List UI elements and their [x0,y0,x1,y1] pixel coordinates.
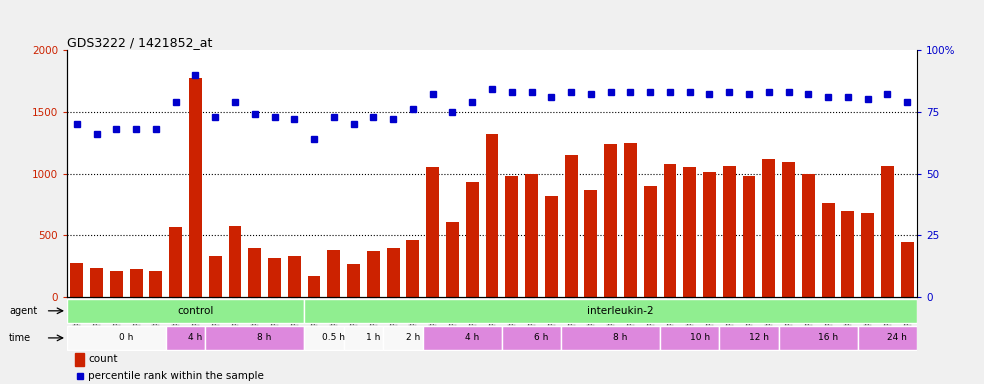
Bar [347,264,360,297]
Bar [561,326,660,350]
Bar [763,159,775,297]
Text: percentile rank within the sample: percentile rank within the sample [89,371,264,381]
Bar [465,182,478,297]
Bar [502,326,561,350]
Bar [423,326,502,350]
Bar [288,256,301,297]
Bar [383,326,423,350]
Text: 10 h: 10 h [690,333,709,343]
Bar [545,196,558,297]
Bar [782,162,795,297]
Bar [67,326,165,350]
Bar [268,258,281,297]
Text: 8 h: 8 h [258,333,272,343]
Bar [406,240,419,297]
Text: 8 h: 8 h [613,333,628,343]
Text: 16 h: 16 h [818,333,838,343]
Bar [723,166,736,297]
Bar [165,326,206,350]
Text: GDS3222 / 1421852_at: GDS3222 / 1421852_at [67,36,213,49]
Bar [387,248,400,297]
Bar [624,143,637,297]
Text: 6 h: 6 h [534,333,549,343]
Bar [248,248,261,297]
Bar [584,190,597,297]
Bar [446,222,459,297]
Bar [71,263,84,297]
Bar [304,326,343,350]
Text: control: control [177,306,214,316]
Text: agent: agent [9,306,37,316]
Text: 12 h: 12 h [749,333,769,343]
Bar [506,176,519,297]
Bar [308,276,321,297]
Bar [660,326,719,350]
Text: 24 h: 24 h [888,333,907,343]
Bar [663,164,676,297]
Text: 0.5 h: 0.5 h [323,333,345,343]
Bar [861,213,874,297]
Bar [743,176,756,297]
Bar [228,225,241,297]
Bar [703,172,716,297]
Bar [841,211,854,297]
Bar [900,242,913,297]
Bar [343,326,383,350]
Bar [76,353,84,366]
Bar [604,144,617,297]
Bar [67,299,304,323]
Text: interleukin-2: interleukin-2 [587,306,653,316]
Bar [822,203,834,297]
Bar [328,250,340,297]
Bar [778,326,858,350]
Text: time: time [9,333,31,343]
Bar [130,270,143,297]
Bar [189,78,202,297]
Bar [565,155,578,297]
Bar [881,166,893,297]
Bar [644,186,656,297]
Bar [206,326,304,350]
Bar [525,174,538,297]
Text: 1 h: 1 h [366,333,381,343]
Text: 4 h: 4 h [465,333,479,343]
Bar [802,174,815,297]
Bar [719,326,778,350]
Bar [367,251,380,297]
Text: 4 h: 4 h [188,333,203,343]
Bar [426,167,439,297]
Bar [209,257,221,297]
Text: 0 h: 0 h [119,333,134,343]
Bar [169,227,182,297]
Bar [858,326,917,350]
Bar [485,134,499,297]
Bar [91,268,103,297]
Text: 2 h: 2 h [405,333,420,343]
Bar [683,167,696,297]
Bar [110,271,123,297]
Text: count: count [89,354,118,364]
Bar [150,271,162,297]
Bar [304,299,917,323]
